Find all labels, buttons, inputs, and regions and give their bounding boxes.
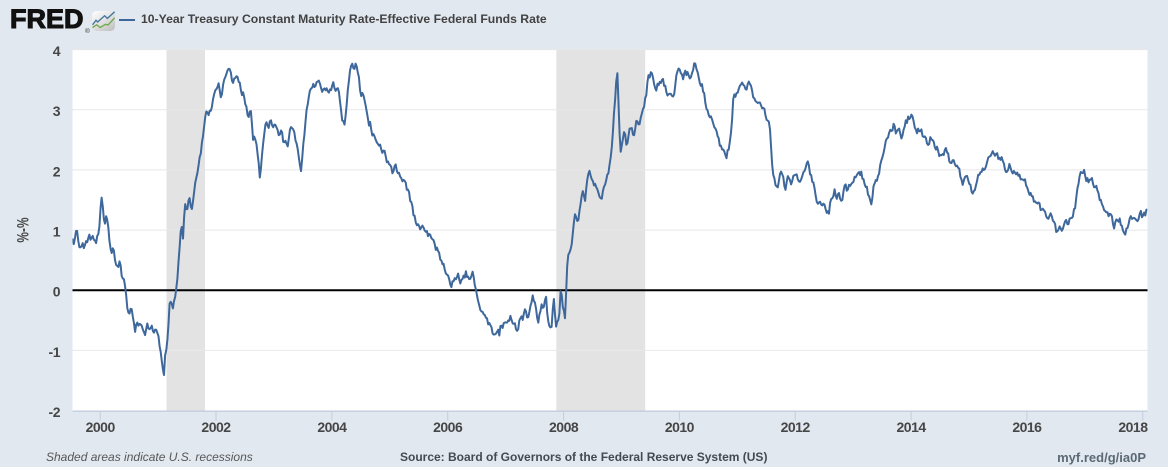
svg-text:2016: 2016 xyxy=(1012,419,1042,435)
svg-text:2012: 2012 xyxy=(781,419,811,435)
svg-text:2002: 2002 xyxy=(201,419,231,435)
svg-text:-1: -1 xyxy=(49,344,61,360)
svg-text:0: 0 xyxy=(53,284,61,300)
svg-text:2: 2 xyxy=(53,163,61,179)
svg-text:2004: 2004 xyxy=(317,419,347,435)
svg-text:2014: 2014 xyxy=(897,419,927,435)
svg-text:2018: 2018 xyxy=(1118,419,1148,435)
svg-text:-2: -2 xyxy=(49,404,61,420)
svg-text:2010: 2010 xyxy=(665,419,695,435)
svg-text:4: 4 xyxy=(53,43,61,59)
svg-text:2000: 2000 xyxy=(86,419,116,435)
svg-text:%-%: %-% xyxy=(14,217,32,242)
svg-text:3: 3 xyxy=(53,103,61,119)
svg-text:2008: 2008 xyxy=(549,419,579,435)
svg-text:1: 1 xyxy=(53,224,61,240)
svg-text:2006: 2006 xyxy=(433,419,463,435)
